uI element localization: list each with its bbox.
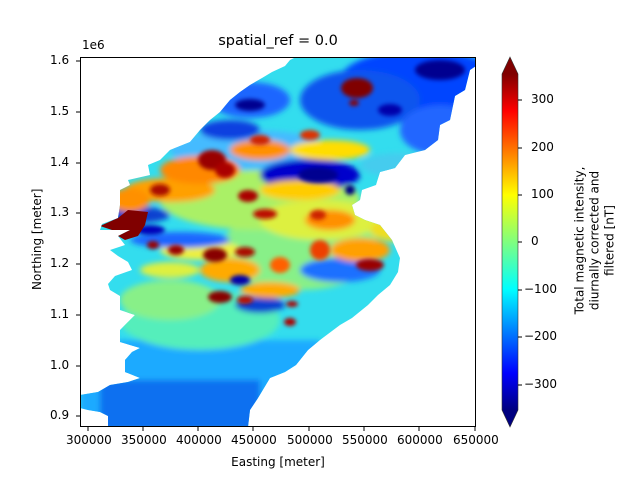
colorbar-tick-label: 0 [531,234,539,248]
y-ticks [76,60,80,417]
x-tick-label: 600000 [397,433,443,447]
colorbar-label: Total magnetic intensity, diurnally corr… [573,156,618,326]
x-tick-label: 350000 [121,433,167,447]
x-ticks [87,427,476,431]
colorbar-tick-label: 100 [531,187,554,201]
colorbar-tick-label: −100 [524,282,557,296]
colorbar-label-line: diurnally corrected and [587,170,602,311]
x-tick-label: 300000 [66,433,112,447]
colorbar-tick-label: −200 [524,329,557,343]
colorbar-label-line: filtered [nT] [602,205,617,276]
colorbar-tick-label: 300 [531,92,554,106]
y-tick-label: 1.4 [50,155,70,169]
x-tick-label: 650000 [453,433,499,447]
y-tick-label: 0.9 [50,408,70,422]
x-tick-label: 500000 [287,433,333,447]
colorbar-tick-label: −300 [524,377,557,391]
y-tick-label: 1.2 [50,256,70,270]
y-tick-label: 1.3 [50,205,70,219]
colorbar-label-line: Total magnetic intensity, [572,166,587,315]
x-tick-label: 450000 [231,433,277,447]
y-axis-label: Northing [meter] [30,188,44,290]
y-tick-label: 1.0 [50,358,70,372]
chart-title: spatial_ref = 0.0 [218,33,338,49]
x-tick-label: 400000 [176,433,222,447]
colorbar-tick-label: 200 [531,140,554,154]
y-axis-offset-text: 1e6 [82,38,105,52]
y-tick-label: 1.5 [50,104,70,118]
x-tick-label: 550000 [342,433,388,447]
y-tick-label: 1.6 [50,53,70,67]
x-axis-label: Easting [meter] [231,455,325,469]
colorbar [501,56,522,428]
y-tick-label: 1.1 [50,307,70,321]
